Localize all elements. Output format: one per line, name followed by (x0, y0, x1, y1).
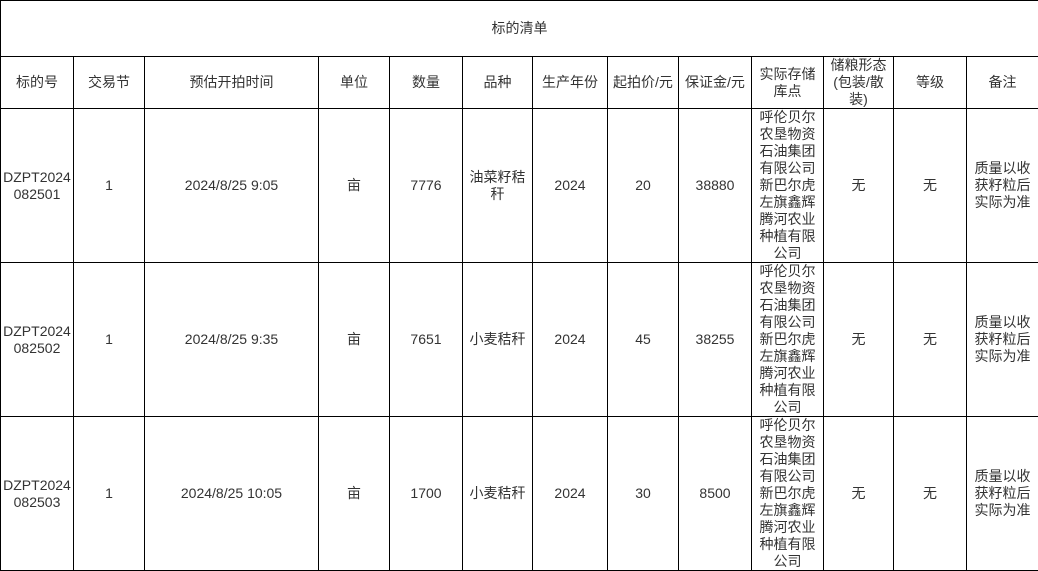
cell-estimated-auction-time: 2024/8/25 10:05 (144, 416, 319, 571)
col-header-grain-storage-form: 储粮形态(包装/散装) (823, 56, 894, 109)
cell-storage-location: 呼伦贝尔农垦物资石油集团有限公司新巴尔虎左旗鑫辉腾河农业种植有限公司 (751, 108, 824, 263)
col-header-variety: 品种 (462, 56, 533, 109)
col-header-deposit: 保证金/元 (678, 56, 752, 109)
cell-quantity: 7776 (389, 108, 463, 263)
cell-production-year: 2024 (532, 262, 608, 417)
cell-production-year: 2024 (532, 108, 608, 263)
col-header-starting-price: 起拍价/元 (607, 56, 679, 109)
cell-quantity: 7651 (389, 262, 463, 417)
cell-unit: 亩 (318, 416, 390, 571)
table-title-row: 标的清单 (0, 0, 1038, 57)
cell-production-year: 2024 (532, 416, 608, 571)
cell-bid-number: DZPT2024082503 (0, 416, 74, 571)
cell-deposit: 8500 (678, 416, 752, 571)
cell-starting-price: 45 (607, 262, 679, 417)
table-row: DZPT2024082503 1 2024/8/25 10:05 亩 1700 … (0, 416, 1038, 571)
cell-unit: 亩 (318, 262, 390, 417)
cell-grade: 无 (893, 108, 967, 263)
cell-unit: 亩 (318, 108, 390, 263)
cell-variety: 小麦秸秆 (462, 262, 533, 417)
cell-estimated-auction-time: 2024/8/25 9:35 (144, 262, 319, 417)
cell-grain-storage-form: 无 (823, 108, 894, 263)
col-header-production-year: 生产年份 (532, 56, 608, 109)
col-header-remarks: 备注 (965, 56, 1038, 109)
cell-bid-number: DZPT2024082501 (0, 108, 74, 263)
table-title: 标的清单 (0, 0, 1038, 57)
col-header-grade: 等级 (893, 56, 967, 109)
cell-starting-price: 20 (607, 108, 679, 263)
col-header-trading-session: 交易节 (73, 56, 145, 109)
col-header-bid-number: 标的号 (0, 56, 74, 109)
col-header-storage-location: 实际存储库点 (751, 56, 824, 109)
cell-bid-number: DZPT2024082502 (0, 262, 74, 417)
cell-remarks: 质量以收获籽粒后实际为准 (965, 108, 1038, 263)
cell-grain-storage-form: 无 (823, 416, 894, 571)
col-header-quantity: 数量 (389, 56, 463, 109)
cell-remarks: 质量以收获籽粒后实际为准 (965, 262, 1038, 417)
cell-remarks: 质量以收获籽粒后实际为准 (965, 416, 1038, 571)
cell-deposit: 38255 (678, 262, 752, 417)
cell-trading-session: 1 (73, 416, 145, 571)
cell-storage-location: 呼伦贝尔农垦物资石油集团有限公司新巴尔虎左旗鑫辉腾河农业种植有限公司 (751, 262, 824, 417)
cell-grain-storage-form: 无 (823, 262, 894, 417)
cell-starting-price: 30 (607, 416, 679, 571)
cell-trading-session: 1 (73, 262, 145, 417)
col-header-unit: 单位 (318, 56, 390, 109)
table-row: DZPT2024082502 1 2024/8/25 9:35 亩 7651 小… (0, 262, 1038, 417)
cell-storage-location: 呼伦贝尔农垦物资石油集团有限公司新巴尔虎左旗鑫辉腾河农业种植有限公司 (751, 416, 824, 571)
cell-grade: 无 (893, 416, 967, 571)
cell-estimated-auction-time: 2024/8/25 9:05 (144, 108, 319, 263)
col-header-estimated-auction-time: 预估开拍时间 (144, 56, 319, 109)
cell-deposit: 38880 (678, 108, 752, 263)
table-header-row: 标的号 交易节 预估开拍时间 单位 数量 品种 生产年份 起拍价/元 保证金/元… (0, 56, 1038, 109)
cell-grade: 无 (893, 262, 967, 417)
cell-variety: 油菜籽秸秆 (462, 108, 533, 263)
table-row: DZPT2024082501 1 2024/8/25 9:05 亩 7776 油… (0, 108, 1038, 263)
cell-trading-session: 1 (73, 108, 145, 263)
cell-variety: 小麦秸秆 (462, 416, 533, 571)
cell-quantity: 1700 (389, 416, 463, 571)
